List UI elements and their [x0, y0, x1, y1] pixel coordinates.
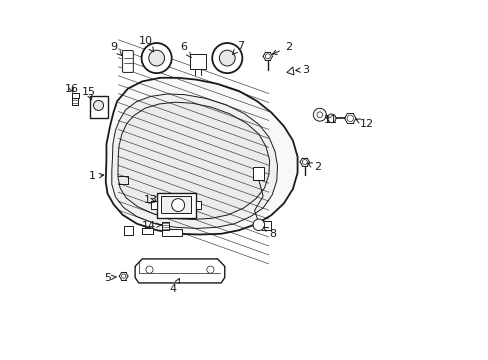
FancyBboxPatch shape: [72, 98, 78, 105]
FancyBboxPatch shape: [89, 96, 107, 118]
Text: 16: 16: [64, 84, 79, 94]
FancyBboxPatch shape: [162, 229, 182, 235]
Text: 12: 12: [355, 119, 373, 129]
FancyBboxPatch shape: [253, 167, 264, 180]
Circle shape: [346, 115, 353, 122]
Circle shape: [313, 108, 325, 121]
Polygon shape: [135, 259, 224, 283]
Text: 13: 13: [143, 195, 157, 206]
Text: 2: 2: [272, 42, 291, 54]
Circle shape: [93, 100, 103, 111]
Text: 6: 6: [180, 42, 191, 58]
FancyBboxPatch shape: [151, 201, 156, 210]
Text: 11: 11: [324, 115, 338, 125]
Text: 3: 3: [295, 64, 309, 75]
Circle shape: [148, 50, 164, 66]
Text: 8: 8: [263, 227, 276, 239]
Text: 5: 5: [104, 273, 116, 283]
Circle shape: [206, 266, 214, 273]
FancyBboxPatch shape: [196, 201, 201, 210]
Circle shape: [316, 112, 322, 118]
Text: 15: 15: [81, 87, 95, 100]
FancyBboxPatch shape: [161, 196, 191, 213]
Circle shape: [253, 219, 264, 230]
Polygon shape: [105, 78, 297, 234]
Text: 1: 1: [88, 171, 103, 181]
Circle shape: [171, 199, 184, 212]
FancyBboxPatch shape: [142, 228, 153, 234]
Polygon shape: [112, 94, 277, 228]
Circle shape: [326, 114, 335, 123]
Circle shape: [142, 43, 171, 73]
Text: 2: 2: [307, 162, 321, 172]
Circle shape: [302, 159, 306, 165]
Circle shape: [121, 274, 125, 278]
FancyBboxPatch shape: [72, 93, 79, 98]
FancyBboxPatch shape: [122, 50, 133, 72]
Polygon shape: [286, 67, 293, 75]
Text: 9: 9: [110, 42, 122, 56]
Circle shape: [145, 266, 153, 273]
FancyBboxPatch shape: [124, 226, 133, 234]
FancyBboxPatch shape: [262, 221, 271, 230]
Polygon shape: [118, 102, 269, 220]
Circle shape: [219, 50, 235, 66]
Text: 10: 10: [139, 36, 153, 52]
FancyBboxPatch shape: [190, 54, 205, 69]
Text: 14: 14: [141, 221, 161, 231]
FancyBboxPatch shape: [162, 222, 169, 230]
Text: 7: 7: [232, 41, 244, 54]
FancyBboxPatch shape: [156, 193, 196, 218]
Circle shape: [265, 54, 270, 59]
Text: 4: 4: [170, 279, 179, 294]
Circle shape: [212, 43, 242, 73]
